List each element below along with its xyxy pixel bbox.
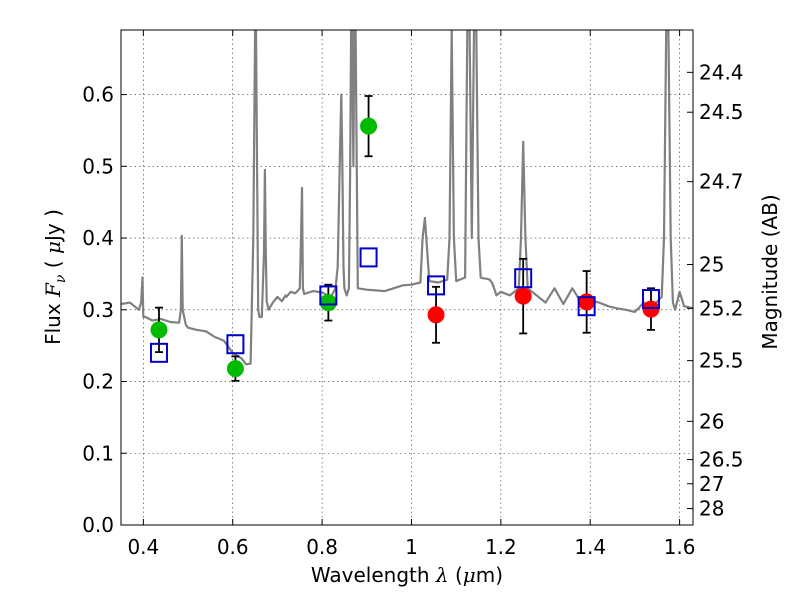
y-tick-label: 0.5: [82, 154, 114, 178]
errorbar-layer: [154, 95, 655, 382]
x-tick-label: 0.8: [306, 535, 338, 559]
model-square-marker: [427, 275, 446, 296]
model-square-marker: [319, 285, 338, 306]
y-tick-label: 0.3: [82, 298, 114, 322]
plot-frame: [120, 29, 694, 526]
x-ticks: 0.4 0.6 0.8 1 1.2 1.4 1.6: [127, 30, 696, 559]
red-data-point: [642, 300, 660, 318]
y2-tick-label: 28: [699, 497, 724, 521]
y-tick-label: 0.2: [82, 370, 114, 394]
grid: [121, 30, 693, 525]
y2-tick-label: 25: [699, 253, 724, 277]
y2-tick-label: 24.7: [699, 170, 744, 194]
model-square-marker: [577, 296, 596, 317]
y2-tick-label: 26.5: [699, 448, 744, 472]
model-square-marker: [149, 342, 168, 363]
marker-layer: [149, 117, 660, 378]
y-tick-label: 0.0: [82, 513, 114, 537]
y2-axis-label: Magnitude (AB): [758, 194, 782, 349]
y-tick-label: 0.6: [82, 83, 114, 107]
model-square-marker: [226, 334, 245, 355]
x-tick-label: 1.2: [485, 535, 517, 559]
spectrum-layer: [121, 30, 693, 366]
y2-tick-label: 24.4: [699, 60, 744, 84]
spectrum-line: [121, 30, 693, 366]
y-tick-label: 0.1: [82, 441, 114, 465]
model-square-marker: [514, 268, 533, 289]
green-data-point: [360, 117, 378, 135]
y2-tick-label: 27: [699, 472, 724, 496]
red-data-point: [514, 287, 532, 305]
green-data-point: [150, 321, 168, 339]
y-axis-label: Flux Fν ( μJy ): [41, 209, 69, 345]
y2-tick-label: 24.5: [699, 100, 744, 124]
x-tick-label: 1.6: [664, 535, 696, 559]
y2-tick-label: 25.2: [699, 296, 744, 320]
green-data-point: [319, 294, 337, 312]
x-tick-label: 1: [405, 535, 418, 559]
green-data-point: [226, 360, 244, 378]
y2-tick-label: 26: [699, 409, 724, 433]
y-tick-label: 0.4: [82, 226, 114, 250]
y2-tick-label: 25.5: [699, 349, 744, 373]
model-square-marker: [359, 247, 378, 268]
x-tick-label: 0.6: [217, 535, 249, 559]
model-square-marker: [641, 289, 660, 310]
y-ticks: 0.0 0.1 0.2 0.3 0.4 0.5 0.6: [82, 83, 127, 537]
x-axis-label: Wavelength λ (μm): [311, 563, 503, 587]
x-tick-label: 1.4: [574, 535, 606, 559]
x-tick-label: 0.4: [127, 535, 159, 559]
red-data-point: [427, 306, 445, 324]
